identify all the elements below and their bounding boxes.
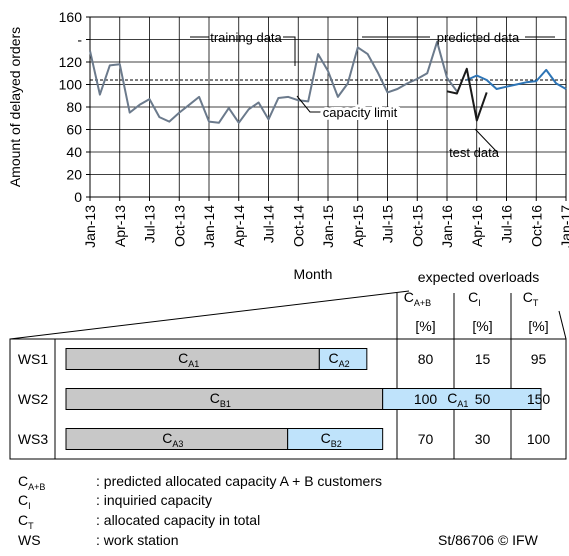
legend-row-cab: CA+B : predicted allocated capacity A + … <box>18 473 382 492</box>
annotation-leader <box>283 36 296 66</box>
table-header-expected-overloads: expected overloads <box>418 269 539 285</box>
legend-text: : allocated capacity in total <box>96 512 261 528</box>
annotation-training-data: training data <box>210 30 282 45</box>
bar-label: CB1 <box>210 390 231 409</box>
x-tick-label: Oct-14 <box>290 205 306 247</box>
x-tick-label: Jan-16 <box>439 205 455 248</box>
y-axis-title: Amount of delayed orders <box>7 27 23 187</box>
table-column-symbol: CT <box>523 289 539 308</box>
x-tick-label: Apr-16 <box>469 205 485 247</box>
annotation-test-data: test data <box>449 145 500 160</box>
x-tick-label: Jul-15 <box>380 205 396 243</box>
table-row-label: WS3 <box>18 431 49 447</box>
table-column-unit: [%] <box>528 318 548 334</box>
x-tick-label: Oct-15 <box>409 205 425 247</box>
x-axis-title: Month <box>294 266 333 282</box>
table-column-symbol: CI <box>468 289 481 308</box>
legend-row-ci: CI : inquiried capacity <box>18 492 212 511</box>
legend-text: : inquiried capacity <box>96 492 212 508</box>
x-tick-label: Jan-17 <box>558 205 569 248</box>
y-tick-label: - <box>77 32 82 48</box>
bar-label: CA2 <box>329 350 350 369</box>
annotation-leader <box>296 95 324 113</box>
table-frame <box>9 338 567 460</box>
series-test-data <box>446 67 488 122</box>
bar-label: CA1 <box>178 350 199 369</box>
x-tick-label: Jan-14 <box>201 205 217 248</box>
bar-inquiry-segment <box>382 388 542 410</box>
y-tick-label: 40 <box>66 144 82 160</box>
table-row-label: WS1 <box>18 351 49 367</box>
bar-inquiry-segment <box>318 348 368 370</box>
legend-symbol: WS <box>18 532 41 548</box>
table-cell-value: 150 <box>527 391 551 407</box>
legend-symbol: CA+B <box>18 473 46 492</box>
y-tick-label: 80 <box>66 99 82 115</box>
y-tick-label: 0 <box>74 189 82 205</box>
table-cell-value: 50 <box>475 391 491 407</box>
x-tick-label: Jul-14 <box>261 205 277 243</box>
table-row-label: WS2 <box>18 391 49 407</box>
y-tick-label: 100 <box>59 77 83 93</box>
x-tick-label: Jan-15 <box>320 205 336 248</box>
table-cell-value: 95 <box>531 351 547 367</box>
bar-inquiry-segment <box>287 428 384 450</box>
table-cell-value: 100 <box>527 431 551 447</box>
series-training-data <box>89 40 458 124</box>
legend-row-ws: WS : work station <box>18 532 178 548</box>
x-tick-label: Oct-16 <box>528 205 544 247</box>
x-tick-label: Oct-13 <box>171 205 187 247</box>
legend-symbol: CT <box>18 512 34 531</box>
x-tick-label: Jul-16 <box>499 205 515 243</box>
legend-text: : work station <box>96 532 179 548</box>
perspective-line <box>9 290 410 340</box>
perspective-line <box>558 310 567 340</box>
x-tick-label: Apr-13 <box>112 205 128 247</box>
y-tick-label: 20 <box>66 167 82 183</box>
bar-label: CA1 <box>447 390 468 409</box>
table-cell-value: 100 <box>414 391 438 407</box>
y-tick-label: 60 <box>66 122 82 138</box>
legend-row-ct: CT : allocated capacity in total <box>18 512 260 531</box>
series-predicted-data <box>466 68 567 90</box>
annotation-leader <box>474 128 498 153</box>
table-cell-value: 80 <box>418 351 434 367</box>
table-column-unit: [%] <box>415 318 435 334</box>
bar-label: CB2 <box>321 430 342 449</box>
x-tick-label: Jul-13 <box>142 205 158 243</box>
annotation-capacity-limit: capacity limit <box>323 105 398 120</box>
footer-credit: St/86706 © IFW <box>438 532 538 548</box>
table-cell-value: 30 <box>475 431 491 447</box>
y-tick-label: 120 <box>59 54 83 70</box>
legend-text: : predicted allocated capacity A + B cus… <box>96 473 382 489</box>
x-tick-label: Apr-14 <box>231 205 247 247</box>
table-cell-value: 15 <box>475 351 491 367</box>
bar-label: CA3 <box>162 430 183 449</box>
table-column-symbol: CA+B <box>404 289 431 308</box>
table-column-unit: [%] <box>472 318 492 334</box>
y-tick-label: 160 <box>59 9 83 25</box>
x-tick-label: Jan-13 <box>82 205 98 248</box>
legend-symbol: CI <box>18 492 31 511</box>
table-cell-value: 70 <box>418 431 434 447</box>
x-tick-label: Apr-15 <box>350 205 366 247</box>
annotation-predicted-data: predicted data <box>437 30 520 45</box>
